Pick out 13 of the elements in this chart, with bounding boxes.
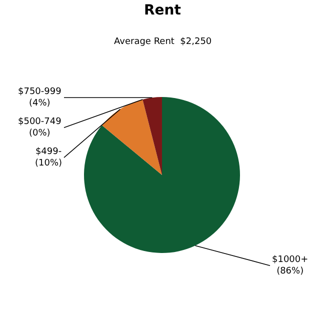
slice-label: $1000+ — [272, 255, 308, 265]
pie-slice — [84, 97, 240, 253]
chart-subtitle: Average Rent $2,250 — [114, 37, 212, 47]
chart-title: Rent — [144, 2, 182, 19]
slice-label: $750-999 — [18, 87, 62, 97]
data-label: (86%) — [276, 266, 304, 277]
slice-label: $499- — [35, 147, 62, 157]
pie-slice — [102, 99, 162, 175]
category-label: $500-749 — [18, 117, 62, 127]
text: (0%) — [29, 128, 50, 139]
data-label: (10%) — [35, 158, 62, 169]
pie-slice — [142, 97, 162, 175]
data-label: (4%) — [29, 98, 50, 109]
